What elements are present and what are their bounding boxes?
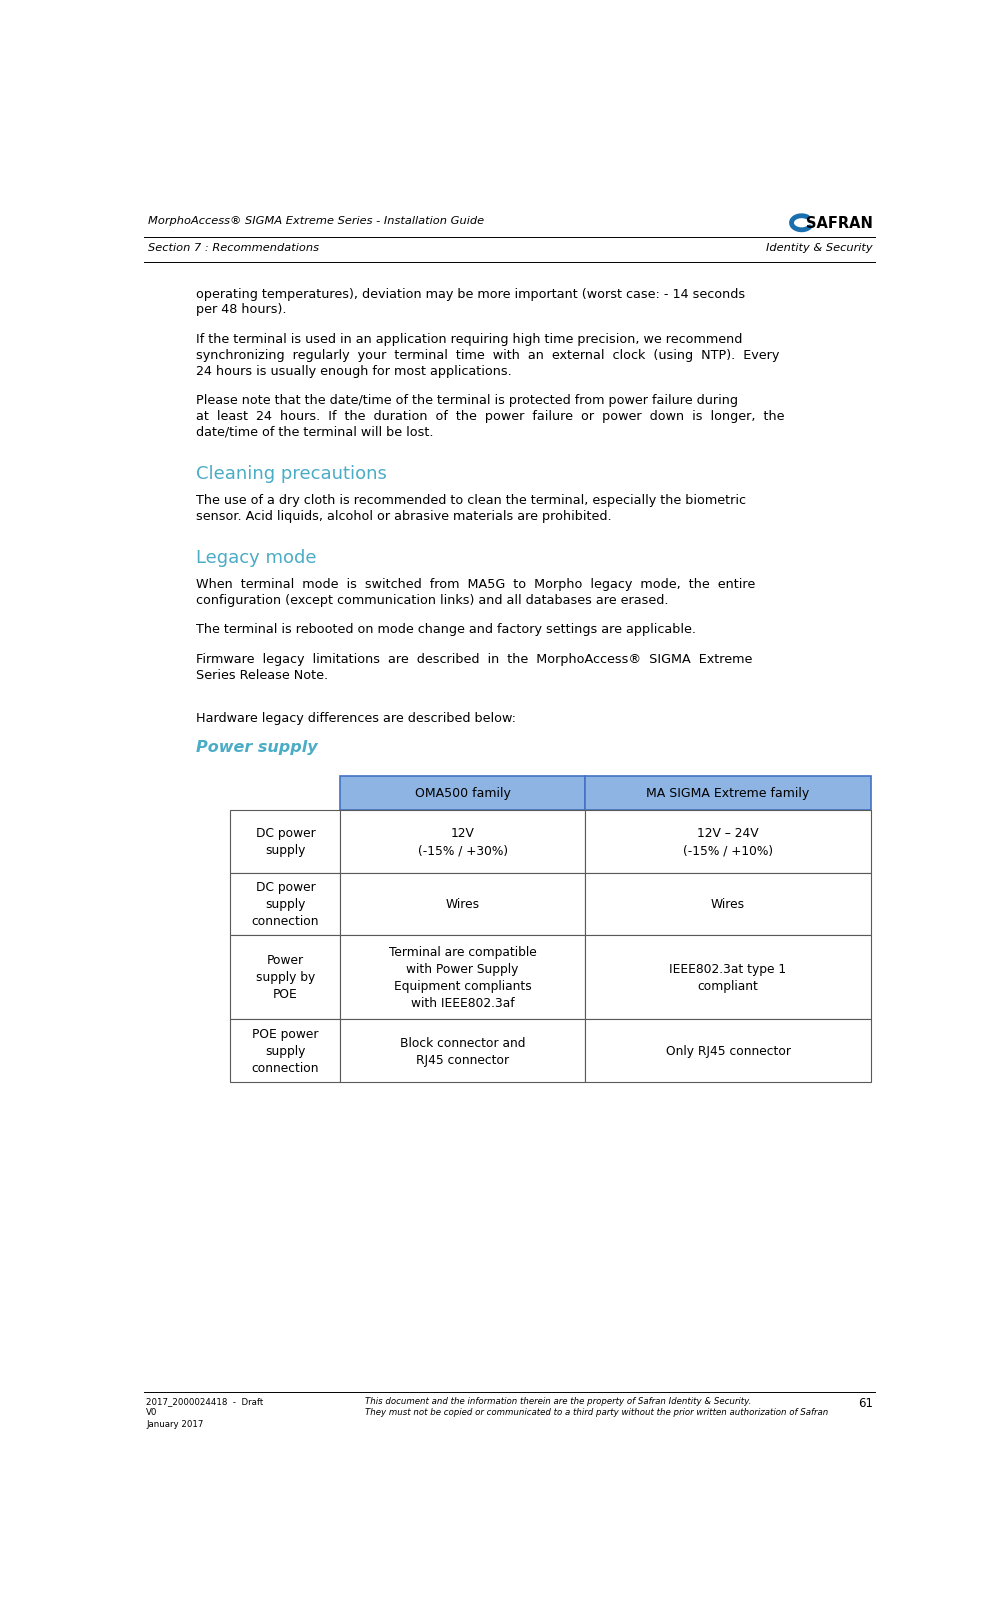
Text: at  least  24  hours.  If  the  duration  of  the  power  failure  or  power  do: at least 24 hours. If the duration of th… [196,410,784,423]
Text: Section 7 : Recommendations: Section 7 : Recommendations [147,243,318,252]
Text: Power supply: Power supply [196,739,317,755]
Text: OMA500 family: OMA500 family [414,787,511,800]
Text: Terminal are compatible
with Power Supply
Equipment compliants
with IEEE802.3af: Terminal are compatible with Power Suppl… [389,945,537,1009]
Text: date/time of the terminal will be lost.: date/time of the terminal will be lost. [196,426,433,439]
Bar [231,874,341,935]
Text: 12V
(-15% / +30%): 12V (-15% / +30%) [417,828,508,857]
Text: operating temperatures), deviation may be more important (worst case: - 14 secon: operating temperatures), deviation may b… [196,288,745,301]
Bar [231,1020,341,1083]
Text: The use of a dry cloth is recommended to clean the terminal, especially the biom: The use of a dry cloth is recommended to… [196,493,745,506]
Bar [341,935,584,1020]
Text: MorphoAccess® SIGMA Extreme Series - Installation Guide: MorphoAccess® SIGMA Extreme Series - Ins… [147,215,484,227]
Text: Wires: Wires [711,898,746,911]
Text: MA SIGMA Extreme family: MA SIGMA Extreme family [646,787,810,800]
Text: This document and the information therein are the property of Safran Identity & : This document and the information therei… [365,1396,750,1406]
Text: Identity & Security: Identity & Security [766,243,873,252]
Text: 2017_2000024418  -  Draft: 2017_2000024418 - Draft [146,1396,263,1406]
Text: If the terminal is used in an application requiring high time precision, we reco: If the terminal is used in an applicatio… [196,333,742,346]
Bar [231,776,341,810]
Text: Firmware  legacy  limitations  are  described  in  the  MorphoAccess®  SIGMA  Ex: Firmware legacy limitations are describe… [196,652,751,665]
Text: 24 hours is usually enough for most applications.: 24 hours is usually enough for most appl… [196,365,511,378]
Text: Wires: Wires [445,898,480,911]
Text: IEEE802.3at type 1
compliant: IEEE802.3at type 1 compliant [669,963,786,993]
Text: V0: V0 [146,1408,157,1416]
Text: synchronizing  regularly  your  terminal  time  with  an  external  clock  (usin: synchronizing regularly your terminal ti… [196,349,779,362]
Text: DC power
supply: DC power supply [255,828,315,857]
Text: Only RJ45 connector: Only RJ45 connector [666,1045,790,1057]
Text: configuration (except communication links) and all databases are erased.: configuration (except communication link… [196,593,668,606]
Bar [584,874,872,935]
Bar [341,776,584,810]
Text: POE power
supply
connection: POE power supply connection [251,1028,319,1075]
Bar [231,935,341,1020]
Bar [341,874,584,935]
Text: They must not be copied or communicated to a third party without the prior writt: They must not be copied or communicated … [365,1408,828,1416]
Text: Power
supply by
POE: Power supply by POE [255,955,315,1001]
Bar [341,810,584,874]
Text: 61: 61 [858,1396,873,1409]
Text: Legacy mode: Legacy mode [196,548,316,566]
Bar [584,776,872,810]
Text: per 48 hours).: per 48 hours). [196,304,286,317]
Text: Series Release Note.: Series Release Note. [196,669,328,681]
Text: SAFRAN: SAFRAN [806,215,873,231]
Text: Block connector and
RJ45 connector: Block connector and RJ45 connector [400,1037,525,1065]
Text: sensor. Acid liquids, alcohol or abrasive materials are prohibited.: sensor. Acid liquids, alcohol or abrasiv… [196,509,611,522]
Text: January 2017: January 2017 [146,1419,204,1427]
Bar [584,810,872,874]
Bar [584,1020,872,1083]
Bar [341,1020,584,1083]
Text: Please note that the date/time of the terminal is protected from power failure d: Please note that the date/time of the te… [196,394,738,407]
Text: 12V – 24V
(-15% / +10%): 12V – 24V (-15% / +10%) [683,828,773,857]
Text: When  terminal  mode  is  switched  from  MA5G  to  Morpho  legacy  mode,  the  : When terminal mode is switched from MA5G… [196,577,754,591]
Bar [584,935,872,1020]
Text: DC power
supply
connection: DC power supply connection [251,881,319,927]
Bar [231,810,341,874]
Text: Cleaning precautions: Cleaning precautions [196,464,387,482]
Text: Hardware legacy differences are described below:: Hardware legacy differences are describe… [196,712,516,725]
Text: The terminal is rebooted on mode change and factory settings are applicable.: The terminal is rebooted on mode change … [196,624,696,636]
